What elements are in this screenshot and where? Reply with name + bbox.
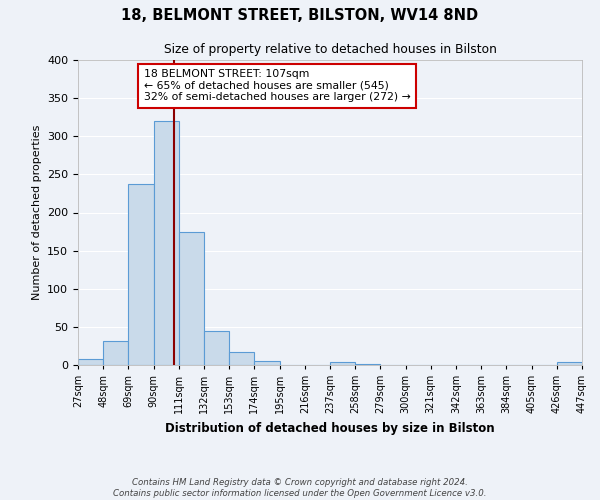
Bar bbox=[330, 362, 355, 365]
Bar bbox=[179, 232, 204, 365]
Bar bbox=[204, 330, 229, 365]
Title: Size of property relative to detached houses in Bilston: Size of property relative to detached ho… bbox=[164, 43, 496, 56]
Bar bbox=[254, 361, 280, 365]
Bar bbox=[154, 121, 179, 365]
Text: 18 BELMONT STREET: 107sqm
← 65% of detached houses are smaller (545)
32% of semi: 18 BELMONT STREET: 107sqm ← 65% of detac… bbox=[143, 69, 410, 102]
Bar bbox=[78, 359, 103, 365]
Bar bbox=[103, 340, 128, 365]
Bar bbox=[557, 362, 582, 365]
Y-axis label: Number of detached properties: Number of detached properties bbox=[32, 125, 41, 300]
Bar bbox=[355, 364, 380, 365]
X-axis label: Distribution of detached houses by size in Bilston: Distribution of detached houses by size … bbox=[165, 422, 495, 434]
Bar bbox=[229, 352, 254, 365]
Text: 18, BELMONT STREET, BILSTON, WV14 8ND: 18, BELMONT STREET, BILSTON, WV14 8ND bbox=[121, 8, 479, 22]
Bar bbox=[128, 184, 154, 365]
Text: Contains HM Land Registry data © Crown copyright and database right 2024.
Contai: Contains HM Land Registry data © Crown c… bbox=[113, 478, 487, 498]
